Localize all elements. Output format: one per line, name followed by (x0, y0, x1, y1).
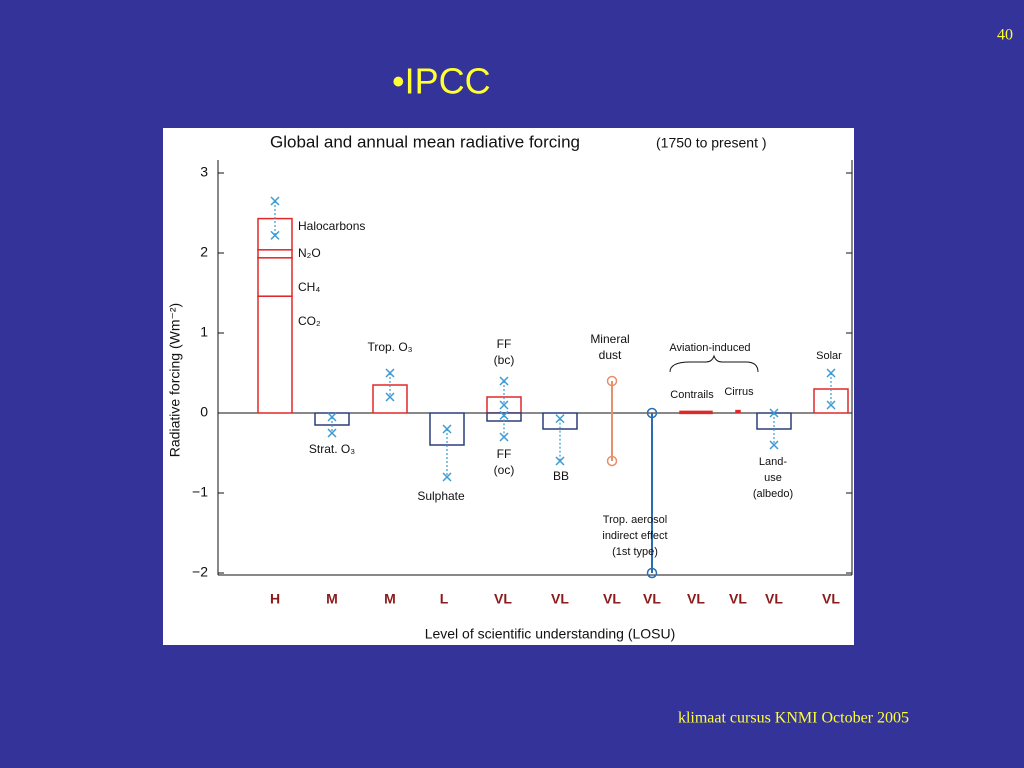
error-marker (646, 567, 658, 579)
losu-label: M (326, 591, 338, 607)
losu-label: VL (643, 591, 661, 607)
error-marker (499, 410, 509, 420)
item-label: Strat. O₃ (309, 442, 355, 456)
segment-label: N₂O (298, 246, 321, 260)
losu-label: VL (494, 591, 512, 607)
item-label: Trop. aerosol (603, 514, 667, 526)
y-tick-label: 2 (200, 244, 208, 260)
y-tick-label: 1 (200, 324, 208, 340)
footer: klimaat cursus KNMI October 2005 (678, 710, 909, 727)
item-label: Contrails (670, 389, 714, 401)
item-label: Trop. O₃ (367, 340, 412, 354)
losu-label: VL (603, 591, 621, 607)
item-label: (1st type) (612, 546, 658, 558)
bar-segment (257, 295, 293, 414)
y-tick-label: −2 (192, 564, 208, 580)
item-label: BB (553, 469, 569, 483)
y-tick-label: −1 (192, 484, 208, 500)
error-marker (555, 414, 565, 424)
chart-title-note: (1750 to present ) (656, 135, 767, 151)
error-marker (385, 368, 395, 378)
bar-segment (257, 257, 293, 297)
error-marker (327, 428, 337, 438)
bar-segment (257, 249, 293, 259)
error-marker (442, 472, 452, 482)
bar (679, 410, 713, 415)
error-marker (769, 440, 779, 450)
losu-label: VL (551, 591, 569, 607)
item-label: (bc) (494, 353, 515, 367)
error-marker (442, 424, 452, 434)
losu-label: VL (729, 591, 747, 607)
chart-title: Global and annual mean radiative forcing (270, 132, 580, 151)
losu-label: VL (765, 591, 783, 607)
group-label: Aviation-induced (669, 342, 750, 354)
item-label: Cirrus (724, 386, 754, 398)
error-marker (385, 392, 395, 402)
y-axis-label: Radiative forcing (Wm⁻²) (167, 303, 183, 457)
error-marker (606, 455, 618, 467)
losu-label: VL (687, 591, 705, 607)
item-label: indirect effect (602, 530, 667, 542)
y-tick-label: 0 (200, 404, 208, 420)
error-marker (499, 376, 509, 386)
heading: •IPCC (392, 61, 491, 102)
segment-label: CH₄ (298, 280, 320, 294)
aviation-brace (669, 354, 759, 373)
error-marker (270, 230, 280, 240)
bar (735, 409, 741, 414)
item-label: FF (497, 447, 512, 461)
item-label: Sulphate (417, 489, 465, 503)
losu-label: L (440, 591, 449, 607)
error-marker (270, 196, 280, 206)
error-marker (606, 375, 618, 387)
error-marker (327, 412, 337, 422)
item-label: Mineral (590, 332, 629, 346)
losu-label: M (384, 591, 396, 607)
segment-label: Halocarbons (298, 219, 365, 233)
item-label: (oc) (494, 463, 515, 477)
segment-label: CO₂ (298, 314, 321, 328)
item-label: FF (497, 337, 512, 351)
error-marker (646, 407, 658, 419)
item-label: dust (599, 348, 622, 362)
error-marker (499, 400, 509, 410)
y-tick-label: 3 (200, 164, 208, 180)
error-marker (826, 400, 836, 410)
losu-label: VL (822, 591, 840, 607)
bar (542, 412, 578, 430)
losu-label: H (270, 591, 280, 607)
item-label: (albedo) (753, 488, 793, 500)
slide-number: 40 (997, 27, 1013, 44)
error-marker (769, 408, 779, 418)
item-label: use (764, 472, 782, 484)
item-label: Solar (816, 350, 842, 362)
error-marker (826, 368, 836, 378)
error-marker (499, 432, 509, 442)
error-marker (555, 456, 565, 466)
x-axis-label: Level of scientific understanding (LOSU) (425, 626, 676, 642)
item-label: Land- (759, 456, 787, 468)
